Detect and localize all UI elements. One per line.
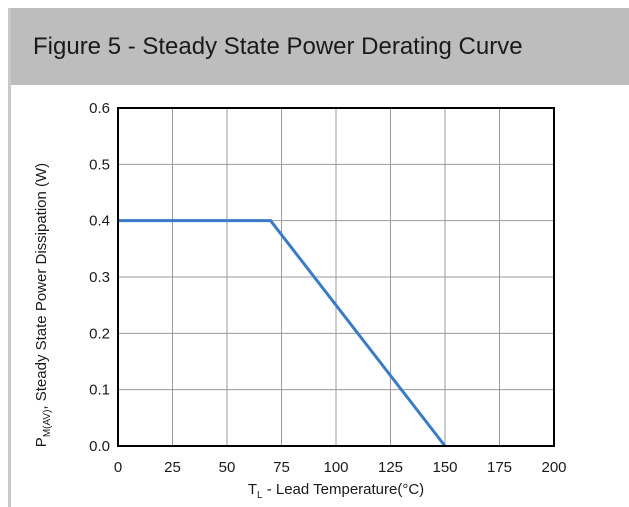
y-tick-labels: 0.0 0.1 0.2 0.3 0.4 0.5 0.6 bbox=[89, 100, 110, 455]
y-tick-label: 0.4 bbox=[89, 213, 110, 230]
x-tick-label: 0 bbox=[114, 459, 122, 476]
grid-lines bbox=[118, 108, 554, 446]
x-axis-label-rest: - Lead Temperature(°C) bbox=[263, 481, 425, 498]
x-tick-labels: 0 25 50 75 100 125 150 175 200 bbox=[114, 459, 567, 476]
x-axis-label: TL - Lead Temperature(°C) bbox=[248, 481, 424, 501]
x-tick-label: 200 bbox=[541, 459, 566, 476]
x-tick-label: 50 bbox=[219, 459, 236, 476]
y-tick-label: 0.6 bbox=[89, 100, 110, 117]
x-tick-label: 175 bbox=[487, 459, 512, 476]
x-tick-label: 100 bbox=[323, 459, 348, 476]
y-axis-label-rest: , Steady State Power Dissipation (W) bbox=[33, 163, 50, 410]
y-axis-label-main: P bbox=[33, 437, 50, 447]
x-tick-label: 75 bbox=[273, 459, 290, 476]
y-tick-label: 0.5 bbox=[89, 156, 110, 173]
y-axis-label-subscript: M(AV) bbox=[42, 410, 53, 438]
x-tick-label: 25 bbox=[164, 459, 181, 476]
y-tick-label: 0.1 bbox=[89, 382, 110, 399]
y-axis-label: PM(AV), Steady State Power Dissipation (… bbox=[33, 163, 53, 447]
y-tick-label: 0.0 bbox=[89, 438, 110, 455]
y-tick-label: 0.2 bbox=[89, 325, 110, 342]
x-tick-label: 125 bbox=[378, 459, 403, 476]
y-tick-label: 0.3 bbox=[89, 269, 110, 286]
x-axis-label-main: T bbox=[248, 481, 257, 498]
x-tick-label: 150 bbox=[432, 459, 457, 476]
